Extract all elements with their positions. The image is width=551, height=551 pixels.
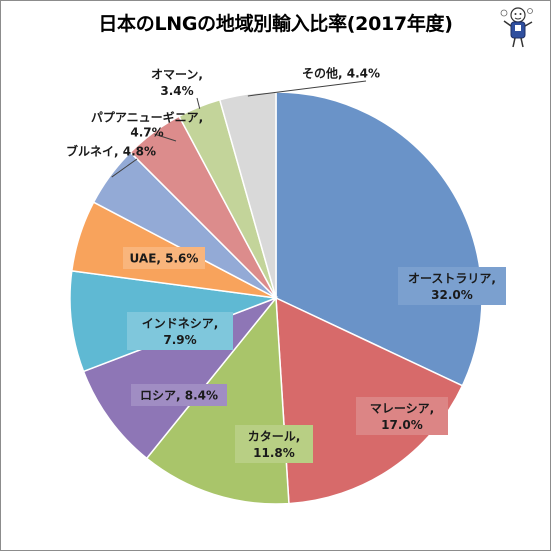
data-label-5-value: 7.9% bbox=[163, 333, 196, 347]
label-background-1 bbox=[398, 267, 506, 305]
data-label-8-value: 4.7% bbox=[130, 125, 163, 139]
label-group: オーストラリア, 32.0% マレーシア, 17.0% カタール, 11.8% ロシア, 8… bbox=[66, 66, 506, 463]
mascot-icon bbox=[500, 7, 533, 48]
label-background-6 bbox=[123, 247, 205, 269]
data-label-1-name: オーストラリア, bbox=[408, 271, 496, 285]
leader-line-8 bbox=[154, 133, 177, 142]
label-background-3 bbox=[235, 425, 313, 463]
data-label-6-name: UAE, 5.6% bbox=[130, 252, 199, 266]
leader-line-7 bbox=[111, 158, 138, 178]
label-background-4 bbox=[131, 384, 227, 406]
data-label-9-value: 3.4% bbox=[160, 84, 193, 98]
pie-slice-1 bbox=[275, 91, 483, 387]
data-label-10-name: その他, 4.4% bbox=[302, 66, 380, 81]
data-label-5-name: インドネシア, bbox=[142, 316, 219, 330]
label-background-5 bbox=[127, 312, 233, 350]
leader-line-10 bbox=[247, 80, 367, 97]
data-label-2-value: 17.0% bbox=[381, 418, 423, 432]
data-label-8-name: パプアニューギニア, bbox=[91, 109, 203, 124]
leader-line-group bbox=[111, 80, 367, 178]
data-label-3-value: 11.8% bbox=[253, 446, 295, 460]
chart-title: 日本のLNGの地域別輸入比率(2017年度) bbox=[98, 13, 453, 35]
data-label-2-name: マレーシア, bbox=[370, 401, 434, 415]
label-background-2 bbox=[356, 397, 448, 435]
data-label-3-name: カタール, bbox=[248, 429, 301, 443]
leader-line-9 bbox=[196, 97, 201, 109]
data-label-9-name: オマーン, bbox=[151, 67, 203, 81]
data-label-7-name: ブルネイ, 4.8% bbox=[66, 144, 156, 159]
data-label-4-name: ロシア, 8.4% bbox=[140, 389, 218, 403]
data-label-1-value: 32.0% bbox=[431, 288, 473, 302]
